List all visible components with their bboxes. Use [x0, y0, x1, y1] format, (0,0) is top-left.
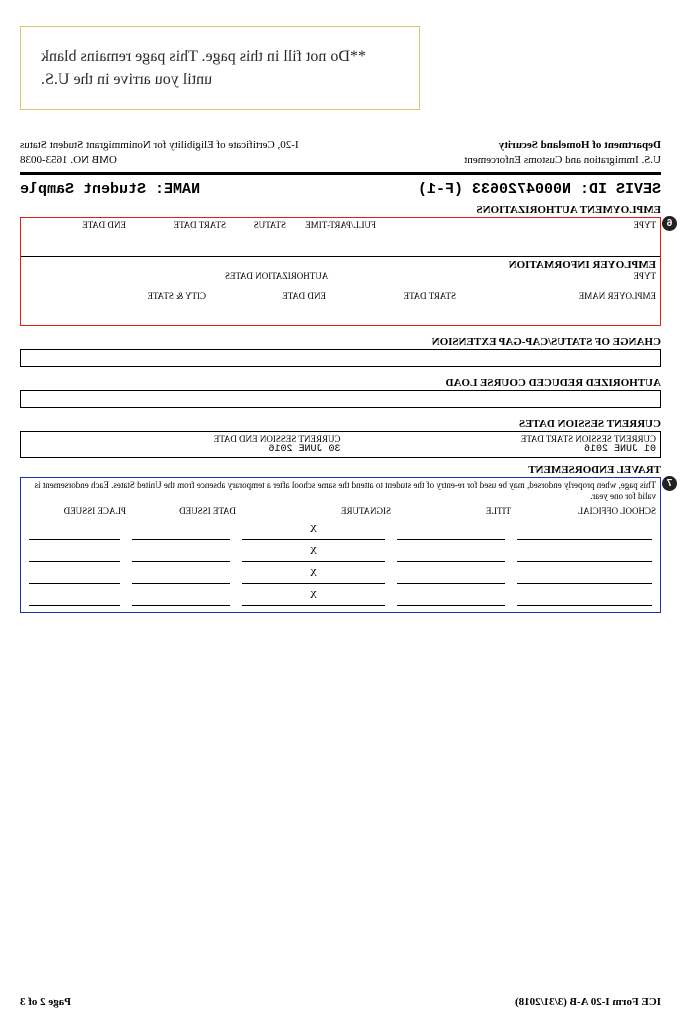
- col-date-issued: DATE ISSUED: [126, 506, 236, 516]
- session-end-value: 30 JUNE 2016: [25, 444, 341, 455]
- signature-row: X: [21, 540, 660, 562]
- col-official: SCHOOL OFFICIAL: [511, 506, 656, 516]
- sig-x[interactable]: X: [242, 524, 385, 540]
- col-status: STATUS: [226, 220, 286, 230]
- col-place-issued: PLACE ISSUED: [64, 506, 126, 516]
- sig-x[interactable]: X: [242, 590, 385, 606]
- form-header: Department of Homeland Security U.S. Imm…: [20, 138, 661, 172]
- name-value: Student Sample: [20, 181, 146, 198]
- section-session-dates: CURRENT SESSION DATES: [20, 418, 661, 430]
- notice-text: **Do not fill in this page. This page re…: [41, 48, 366, 88]
- section-travel: TRAVEL ENDORSEMENT: [20, 464, 661, 476]
- travel-box: 7 This page, when properly endorsed, may…: [20, 477, 661, 613]
- id-row: SEVIS ID: N0004720633 (F-1) NAME: Studen…: [20, 181, 661, 198]
- sig-x[interactable]: X: [242, 568, 385, 584]
- section-employer-info: EMPLOYER INFORMATION: [21, 256, 660, 271]
- sevis-id-value: N0004720633 (F-1): [418, 181, 571, 198]
- sevis-id-label: SEVIS ID:: [580, 181, 661, 198]
- section-change-status: CHANGE OF STATUS/CAP-GAP EXTENSION: [20, 336, 661, 348]
- omb-number: OMB NO. 1653-0038: [20, 153, 299, 168]
- signature-row: X: [21, 562, 660, 584]
- col-signature: SIGNATURE: [236, 506, 391, 516]
- footer-page-number: Page 2 of 3: [20, 996, 71, 1008]
- name-label: NAME:: [155, 181, 200, 198]
- change-status-box: [20, 349, 661, 367]
- session-start-label: CURRENT SESSION START DATE: [341, 434, 657, 444]
- col-emp-end: END DATE: [206, 291, 326, 301]
- session-box: CURRENT SESSION START DATE CURRENT SESSI…: [20, 431, 661, 458]
- col-auth-dates: AUTHORIZATION DATES: [225, 271, 328, 281]
- annotation-6: 6: [662, 216, 677, 231]
- col-type: TYPE: [376, 220, 656, 230]
- dept-name: Department of Homeland Security: [464, 138, 661, 153]
- section-employment-auth: EMPLOYMENT AUTHORIZATIONS: [20, 204, 661, 216]
- col-emp-type: TYPE: [634, 271, 657, 281]
- signature-row: X: [21, 584, 660, 606]
- notice-box: **Do not fill in this page. This page re…: [20, 26, 420, 110]
- section-reduced-load: AUTHORIZED REDUCED COURSE LOAD: [20, 377, 661, 389]
- col-city-state: CITY & STATE: [148, 291, 206, 301]
- session-end-label: CURRENT SESSION END DATE: [25, 434, 341, 444]
- agency-name: U.S. Immigration and Customs Enforcement: [464, 153, 661, 168]
- col-emp-start: START DATE: [326, 291, 456, 301]
- page-footer: ICE Form I-20 A-B (3/31/2018) Page 2 of …: [20, 996, 661, 1008]
- col-fullpart: FULL/PART-TIME: [286, 220, 376, 230]
- header-rule: [20, 172, 661, 175]
- employment-box: 6 TYPE FULL/PART-TIME STATUS START DATE …: [20, 217, 661, 326]
- session-start-value: 01 JUNE 2016: [341, 444, 657, 455]
- reduced-load-box: [20, 390, 661, 408]
- form-title: I-20, Certificate of Eligibility for Non…: [20, 138, 299, 153]
- col-end: END DATE: [82, 220, 126, 230]
- col-employer: EMPLOYER NAME: [456, 291, 656, 301]
- travel-note: This page, when properly endorsed, may b…: [21, 478, 660, 504]
- col-start: START DATE: [126, 220, 226, 230]
- col-title: TITLE: [391, 506, 511, 516]
- footer-form-id: ICE Form I-20 A-B (3/31/2018): [515, 996, 661, 1008]
- annotation-7: 7: [662, 476, 677, 491]
- sig-x[interactable]: X: [242, 546, 385, 562]
- signature-row: X: [21, 518, 660, 540]
